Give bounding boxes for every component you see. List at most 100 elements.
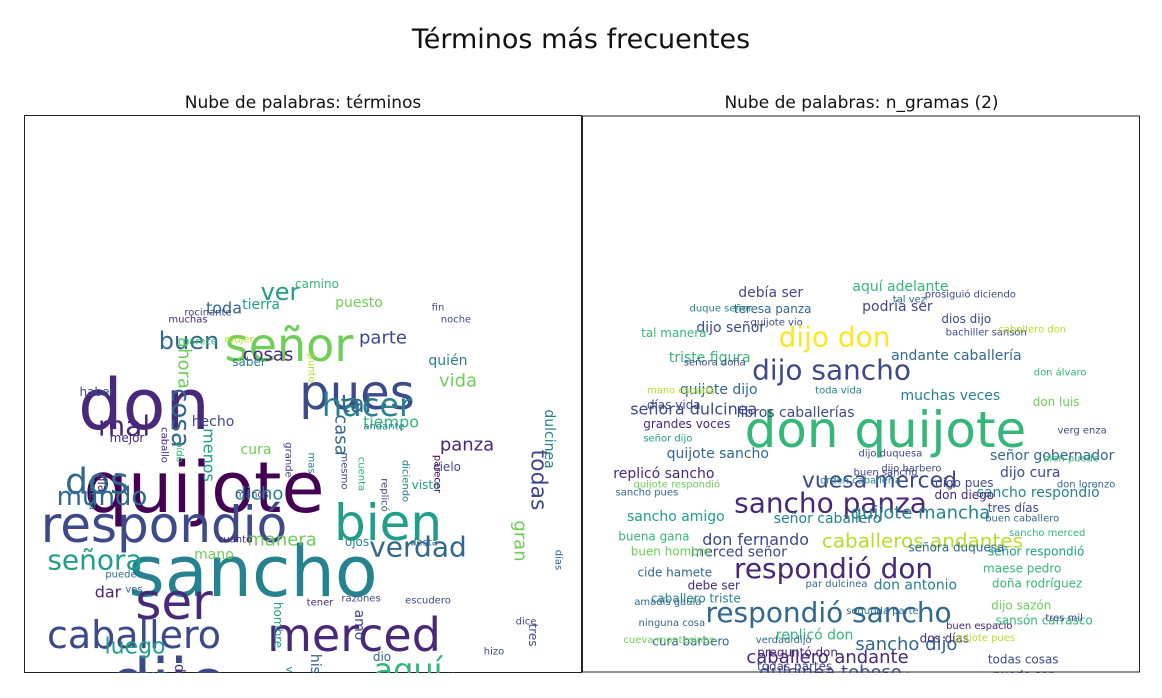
term-word-andante: andante: [363, 422, 404, 433]
ngram-word-quijote-mancha: quijote mancha: [851, 502, 991, 523]
ngram-word-grandes-voces: grandes voces: [643, 417, 730, 431]
ngram-word-bien-puede: bien puede: [1043, 453, 1099, 464]
ngram-word-tres-mil: tres mil: [1045, 613, 1083, 624]
term-word-dice: dice: [516, 617, 537, 628]
ngram-word-señor-dijo: señor dijo: [643, 433, 692, 444]
ngram-word-cura-barbero: cura barbero: [652, 635, 729, 649]
ngram-word-vuesa-merced: vuesa merced: [802, 468, 957, 493]
term-word-don: don: [78, 364, 210, 446]
term-word-cosas: cosas: [243, 345, 294, 366]
term-word-cielo: cielo: [433, 460, 461, 474]
term-word-diciendo: diciendo: [400, 460, 411, 502]
term-word-tierra: tierra: [242, 297, 280, 313]
ngram-word-buena-gana: buena gana: [618, 530, 689, 544]
term-word-bien: bien: [334, 494, 442, 552]
ngram-word-debía-ser: debía ser: [738, 285, 803, 301]
term-word-dio: dio: [373, 650, 391, 664]
term-word-dijo: dijo: [110, 645, 229, 674]
term-word-hombre: hombre: [271, 602, 285, 648]
term-word-tal: tal: [341, 390, 372, 418]
ngrams-wordcloud-frame: [582, 115, 1140, 673]
ngram-word-don-lorenzo: don lorenzo: [1057, 479, 1115, 490]
ngram-word-días-vida: días vida: [647, 398, 701, 412]
term-word-día: día: [95, 474, 109, 492]
ngram-word-replicó-don: replicó don: [776, 628, 854, 644]
ngram-word-bachiller-sansón: bachiller sansón: [946, 327, 1027, 339]
ngram-word-dios-dijo: dios dijo: [941, 312, 991, 326]
ngram-word-señora-duquesa: señora duquesa: [908, 541, 1004, 555]
term-word-tiempo: tiempo: [363, 413, 419, 432]
ngram-word-sansón-carrasco: sansón carrasco: [996, 614, 1093, 628]
ngrams-word-group: don quijote sancho panza dijo sancho respon…: [613, 279, 1115, 673]
ngram-word-don-fernando: don fernando: [702, 530, 809, 549]
ngram-word-quijote-sancho: quijote sancho: [667, 446, 769, 462]
term-word-merced: merced: [267, 608, 441, 662]
ngram-word-libros-caballerías: libros caballerías: [737, 405, 855, 421]
term-word-grande: grande: [283, 442, 294, 477]
right-panel-title: Nube de palabras: n_gramas (2): [724, 93, 999, 113]
ngram-word-amadís-gaula: amadís gaula: [634, 596, 701, 608]
term-word-parte: parte: [359, 328, 407, 349]
ngram-word-tal-manera: tal manera: [641, 326, 706, 340]
ngram-word-segunda-parte: segunda parte: [846, 606, 918, 617]
term-word-dulcinea: dulcinea: [541, 409, 557, 468]
term-word-camino: camino: [295, 277, 339, 291]
term-word-cosa: cosa: [165, 388, 195, 448]
term-word-historia: historia: [307, 654, 323, 673]
term-word-muchas: muchas: [168, 315, 207, 326]
term-word-punto: punto: [306, 353, 317, 382]
ngram-word-par-dulcinea: par dulcinea: [806, 579, 868, 590]
term-word-puesto: puesto: [335, 295, 383, 311]
ngram-word-preguntó-don: preguntó don: [757, 646, 838, 660]
term-word-panza: panza: [440, 435, 494, 456]
term-word-digo: digo: [171, 664, 187, 673]
term-word-luego: luego: [104, 635, 165, 660]
term-word-amo: amo: [351, 610, 367, 641]
term-word-respondió: respondió: [41, 496, 288, 554]
ngram-word-doña-rodríguez: doña rodríguez: [992, 577, 1082, 591]
term-word-vos: vos: [125, 585, 142, 596]
ngram-word-sancho-dijo: sancho dijo: [855, 634, 957, 655]
ngram-word-cide-hamete: cide hamete: [637, 566, 712, 580]
ngram-word-podría-ser: podría ser: [862, 299, 933, 315]
ngram-word-tres-días: tres días: [988, 501, 1039, 515]
term-word-vida: vida: [439, 371, 477, 392]
term-word-buen: buen: [159, 327, 219, 355]
ngram-word-respondió-sancho: respondió sancho: [705, 596, 951, 629]
ngram-word-dijo-sazón: dijo sazón: [991, 599, 1051, 613]
ngram-word-andante-caballería: andante caballería: [891, 348, 1021, 364]
term-word-manera: manera: [247, 530, 316, 551]
term-word-mesmo: mesmo: [339, 453, 350, 490]
ngram-word-caballero-triste: caballero triste: [651, 592, 741, 606]
term-word-ojos: ojos: [345, 535, 369, 549]
term-word-haber: haber: [80, 385, 115, 399]
ngram-word-buen-sancho: buen sancho: [854, 467, 918, 478]
ngram-word-don-álvaro: don álvaro: [1034, 367, 1087, 379]
term-word-quién: quién: [428, 353, 467, 369]
term-word-caballero: caballero: [47, 613, 221, 657]
term-word-casa: casa: [331, 414, 352, 455]
ngram-word-verdad-dijo: verdad dijo: [756, 635, 812, 646]
ngram-word-mano-espada: mano espada: [647, 386, 715, 397]
ngram-word-don-quijote: don quijote: [745, 401, 1027, 459]
ngram-word-dijo-don: dijo don: [779, 321, 891, 354]
term-word-verdad: verdad: [369, 531, 467, 564]
ngram-word-quijote-respondió: quijote respondió: [634, 478, 721, 490]
term-word-cura: cura: [241, 442, 272, 458]
ngram-word-dulcinea-toboso: dulcinea toboso: [759, 662, 902, 673]
term-word-dar: dar: [95, 583, 122, 602]
term-word-señora: señora: [47, 544, 142, 577]
term-word-días: días: [553, 550, 565, 570]
ngram-word-prosiguió-diciendo: prosiguió diciendo: [925, 289, 1016, 301]
ngram-word-señor-gobernador: señor gobernador: [990, 448, 1115, 464]
ngram-word-quijote-pues: quijote pues: [954, 633, 1015, 644]
ngram-word-sancho-pues: sancho pues: [616, 487, 679, 498]
term-word-dicho: dicho: [235, 484, 284, 505]
ngram-word-merced-señor: merced señor: [691, 545, 787, 561]
term-word-ver: ver: [261, 278, 300, 306]
term-word-dos: dos: [65, 462, 129, 503]
ngram-word-todas-partes: todas partes: [757, 660, 832, 673]
ngram-word-cueva-montesinos: cueva montesinos: [623, 635, 714, 646]
ngram-word-toda-vida: toda vida: [815, 386, 862, 397]
